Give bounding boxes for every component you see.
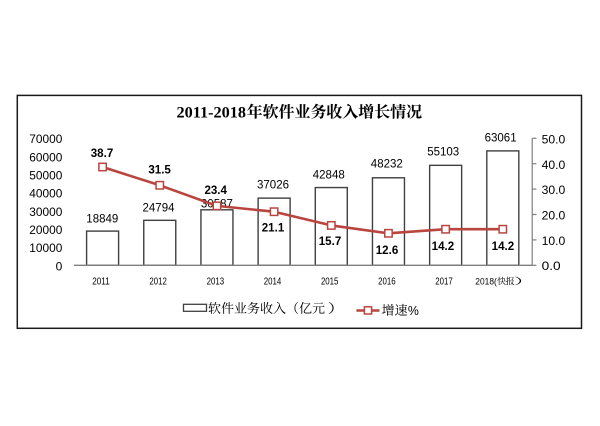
svg-text:2017: 2017 (435, 277, 453, 288)
svg-text:0.0: 0.0 (542, 259, 561, 273)
svg-text:10000: 10000 (29, 241, 62, 255)
svg-text:14.2: 14.2 (432, 239, 455, 253)
svg-text:30000: 30000 (29, 205, 62, 219)
svg-text:21.1: 21.1 (262, 220, 285, 234)
svg-text:18849: 18849 (86, 212, 118, 226)
svg-text:23.4: 23.4 (204, 183, 227, 197)
svg-text:31.5: 31.5 (148, 163, 171, 177)
svg-text:40000: 40000 (29, 187, 62, 201)
svg-text:2012: 2012 (149, 277, 167, 288)
svg-text:2015: 2015 (321, 277, 339, 288)
svg-text:30.0: 30.0 (542, 183, 566, 197)
svg-text:24794: 24794 (143, 201, 175, 215)
svg-text:2016: 2016 (378, 277, 396, 288)
svg-text:2018(: 2018( (475, 276, 497, 286)
svg-text:48232: 48232 (371, 157, 403, 171)
svg-text:50.0: 50.0 (542, 132, 566, 146)
svg-text:60000: 60000 (29, 150, 62, 164)
svg-text:50000: 50000 (29, 169, 62, 183)
svg-text:20000: 20000 (29, 223, 62, 237)
svg-text:42848: 42848 (313, 168, 345, 182)
svg-text:%: % (408, 304, 419, 318)
svg-text:2011-2018: 2011-2018 (177, 104, 247, 121)
svg-text:2014: 2014 (264, 277, 282, 288)
svg-text:2013: 2013 (207, 277, 225, 288)
svg-text:37026: 37026 (257, 178, 289, 192)
svg-text:15.7: 15.7 (319, 234, 342, 248)
svg-text:12.6: 12.6 (376, 243, 399, 257)
svg-text:20.0: 20.0 (542, 208, 566, 222)
svg-text:10.0: 10.0 (542, 234, 566, 248)
svg-text:38.7: 38.7 (91, 146, 114, 160)
svg-text:55103: 55103 (427, 145, 459, 159)
svg-text:70000: 70000 (29, 132, 62, 146)
svg-text:0: 0 (56, 259, 63, 273)
svg-text:2011: 2011 (92, 277, 110, 288)
svg-text:14.2: 14.2 (492, 239, 515, 253)
svg-text:40.0: 40.0 (542, 158, 566, 172)
svg-text:63061: 63061 (485, 131, 517, 145)
